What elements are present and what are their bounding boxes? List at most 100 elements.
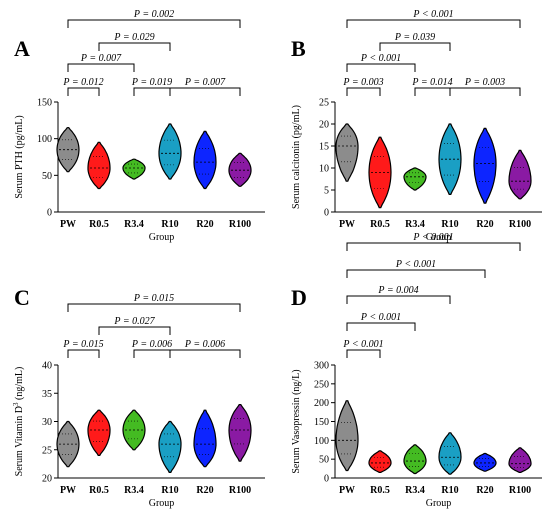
violin-r3-4 <box>403 167 427 191</box>
violin-r3-4 <box>403 444 427 475</box>
y-axis-title-unit: (ng/mL) <box>14 367 25 403</box>
panel-d: D 0 50 100 150 200 250 300 Serum Vasopressin (ng… <box>291 232 542 509</box>
comparison-bracket <box>346 19 521 28</box>
p-value-label: P < 0.001 <box>412 9 453 20</box>
comparison-bracket <box>346 87 381 96</box>
y-tick-label: 300 <box>314 361 329 372</box>
p-value-label: P = 0.002 <box>133 9 174 20</box>
panel-a: A 0 50 100 150 Serum PTH (pg/mL) PW R0.5 R3.4 R10… <box>14 9 265 243</box>
p-value-label: P = 0.003 <box>464 77 505 88</box>
x-tick-label: R0.5 <box>370 485 390 496</box>
p-value-label: P = 0.029 <box>113 32 154 43</box>
violin-pw <box>335 400 359 472</box>
x-tick-label: R0.5 <box>370 219 390 230</box>
p-value-label: P = 0.015 <box>62 339 103 350</box>
violin-r10 <box>158 420 182 473</box>
y-tick-label: 100 <box>37 134 52 145</box>
comparison-bracket <box>346 242 521 251</box>
violin-r20 <box>473 127 497 204</box>
violin-r20 <box>193 409 217 468</box>
y-tick-label: 200 <box>314 398 329 409</box>
x-axis-title: Group <box>426 498 452 509</box>
y-tick-label: 250 <box>314 379 329 390</box>
comparison-bracket <box>133 349 171 358</box>
x-tick-label: PW <box>339 219 355 230</box>
x-tick-label: R3.4 <box>405 485 425 496</box>
violin-r100 <box>228 403 252 462</box>
y-tick-label: 5 <box>324 186 329 197</box>
x-tick-label: R20 <box>196 219 213 230</box>
panel-letter-c: C <box>14 285 30 310</box>
x-tick-label: R20 <box>196 485 213 496</box>
violin-r100 <box>508 149 532 200</box>
p-value-label: P = 0.003 <box>342 77 383 88</box>
y-axis-title: Serum Vitamin D3 (ng/mL) <box>12 367 25 477</box>
x-axis-title: Group <box>149 232 175 243</box>
panel-letter-d: D <box>291 285 307 310</box>
violin-r0-5 <box>368 450 392 473</box>
p-value-label: P = 0.039 <box>394 32 435 43</box>
x-tick-label: R3.4 <box>124 485 144 496</box>
violin-r3-4 <box>122 158 146 180</box>
panel-letter-a: A <box>14 36 30 61</box>
x-tick-label: R10 <box>441 485 458 496</box>
panel-letter-b: B <box>291 36 306 61</box>
violin-r10 <box>158 123 182 180</box>
x-tick-label: R100 <box>229 219 251 230</box>
p-value-label: P < 0.001 <box>412 232 453 243</box>
comparison-bracket <box>346 63 416 72</box>
x-tick-label: PW <box>60 219 76 230</box>
p-value-label: P = 0.007 <box>184 77 226 88</box>
p-value-label: P < 0.001 <box>360 312 401 323</box>
violin-r10 <box>438 432 462 475</box>
x-tick-label: R10 <box>161 485 178 496</box>
p-value-label: P = 0.027 <box>113 316 155 327</box>
y-tick-label: 150 <box>314 417 329 428</box>
comparison-bracket <box>67 349 100 358</box>
x-tick-label: R20 <box>476 219 493 230</box>
comparison-bracket <box>414 87 451 96</box>
x-axis-title: Group <box>149 498 175 509</box>
x-tick-label: R0.5 <box>89 219 109 230</box>
x-tick-label: R0.5 <box>89 485 109 496</box>
x-tick-label: PW <box>339 485 355 496</box>
x-tick-label: R10 <box>441 219 458 230</box>
y-tick-label: 15 <box>319 142 329 153</box>
y-tick-label: 50 <box>319 455 329 466</box>
violin-pw <box>335 123 359 182</box>
comparison-bracket <box>67 63 135 72</box>
comparison-bracket <box>133 87 171 96</box>
p-value-label: P = 0.012 <box>62 77 103 88</box>
y-tick-label: 35 <box>42 389 52 400</box>
p-value-label: P < 0.001 <box>342 339 383 350</box>
x-tick-label: R100 <box>509 485 531 496</box>
p-value-label: P < 0.001 <box>395 259 436 270</box>
y-axis-title-text: Serum Vitamin D <box>14 406 25 476</box>
violin-r0-5 <box>87 141 111 190</box>
x-axis-title: Group <box>426 232 452 243</box>
x-tick-label: R20 <box>476 485 493 496</box>
p-value-label: P = 0.014 <box>411 77 452 88</box>
comparison-bracket <box>449 87 521 96</box>
comparison-bracket <box>67 87 100 96</box>
y-tick-label: 30 <box>42 417 52 428</box>
x-tick-label: R3.4 <box>405 219 425 230</box>
comparison-bracket <box>346 295 451 304</box>
y-tick-label: 20 <box>319 120 329 131</box>
comparison-bracket <box>346 322 416 331</box>
x-tick-label: R100 <box>229 485 251 496</box>
y-tick-label: 50 <box>42 171 52 182</box>
y-tick-label: 40 <box>42 361 52 372</box>
y-tick-label: 0 <box>47 208 52 219</box>
violin-r20 <box>193 130 217 190</box>
p-value-label: P = 0.007 <box>80 53 122 64</box>
p-value-label: P = 0.019 <box>131 77 172 88</box>
comparison-bracket <box>346 269 486 278</box>
p-value-label: P = 0.006 <box>184 339 225 350</box>
p-value-label: P = 0.006 <box>131 339 172 350</box>
violin-r20 <box>473 452 497 472</box>
y-tick-label: 25 <box>42 445 52 456</box>
y-axis-title: Serum calcitonin (pg/mL) <box>291 105 302 209</box>
y-tick-label: 20 <box>42 474 52 485</box>
